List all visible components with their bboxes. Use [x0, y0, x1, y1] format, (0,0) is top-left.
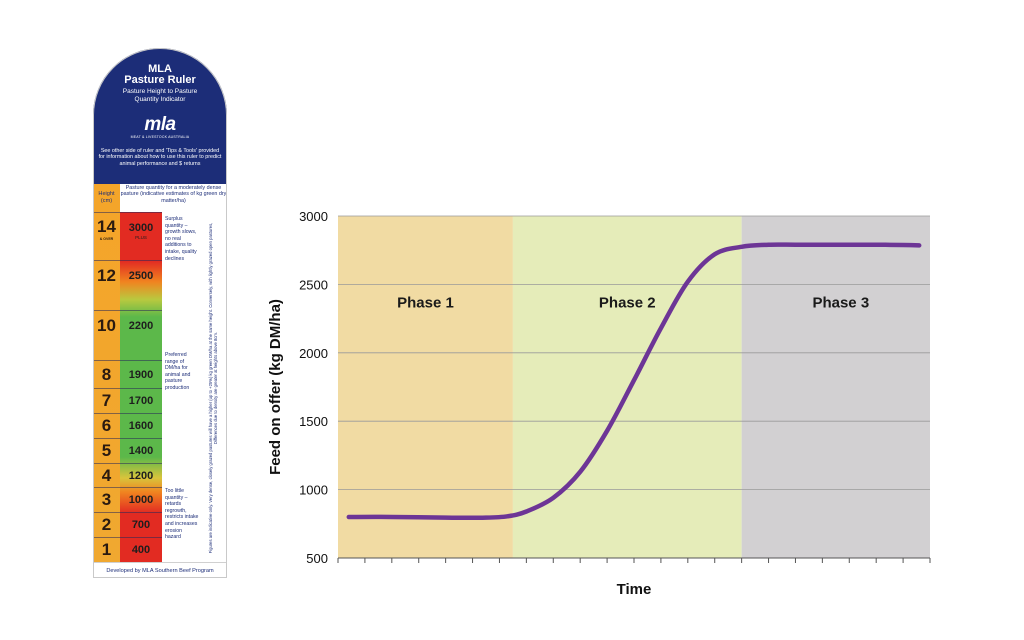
row-quantity-note: PLUS [135, 235, 147, 240]
ruler-row: 1 400 [93, 537, 162, 563]
row-quantity: 700 [131, 519, 151, 531]
y-tick-label: 1000 [299, 483, 328, 498]
row-quantity: 1700 [128, 395, 154, 407]
ruler-subtitle: Pasture Height to Pasture Quantity Indic… [122, 88, 198, 103]
y-tick-label: 1500 [299, 414, 328, 429]
row-quantity: 400 [131, 544, 151, 556]
y-axis-title: Feed on offer (kg DM/ha) [267, 299, 284, 475]
ruler-title-line2: Pasture Ruler [124, 74, 196, 86]
row-height: 7 [101, 391, 112, 410]
quantity-column-header: Pasture quantity for a moderately dense … [120, 184, 227, 212]
ruler-column-headers: Height (cm) Pasture quantity for a moder… [93, 184, 227, 212]
ruler-instructions: See other side of ruler and 'Tips & Tool… [98, 148, 222, 167]
ruler-title-line1: MLA [148, 63, 172, 75]
mla-logo: mla [144, 114, 176, 135]
ruler-footer: Developed by MLA Southern Beef Program [93, 562, 227, 579]
pasture-ruler: MLA Pasture Ruler Pasture Height to Past… [93, 48, 227, 579]
y-tick-label: 500 [306, 551, 328, 566]
series-line-1 [346, 242, 922, 521]
y-tick-label: 2000 [299, 346, 328, 361]
row-quantity: 1000 [128, 494, 154, 506]
y-tick-label: 3000 [299, 209, 328, 224]
mla-logo-subtext: MEAT & LIVESTOCK AUSTRALIA [130, 135, 190, 139]
ruler-row: 10 2200 [93, 310, 162, 361]
ruler-row: 6 1600 [93, 413, 162, 439]
ruler-row: 12 2500 [93, 260, 162, 311]
x-axis-title: Time [617, 581, 652, 598]
row-height: 2 [101, 515, 112, 534]
row-height: 8 [101, 365, 112, 384]
row-height: 10 [97, 316, 116, 335]
surplus-description: Surplus quantity – growth slows, no real… [165, 216, 197, 262]
quantity-column [120, 212, 162, 562]
ruler-row: 3 1000 [93, 487, 162, 513]
row-quantity: 3000 [128, 222, 154, 234]
row-height: 5 [101, 441, 112, 460]
too-little-description: Too little quantity – retards regrowth, … [165, 488, 199, 541]
row-quantity: 2500 [128, 270, 154, 282]
height-column [93, 212, 120, 562]
row-quantity: 1600 [128, 420, 154, 432]
ruler-row: 7 1700 [93, 388, 162, 414]
row-height: 3 [101, 490, 112, 509]
row-height: 6 [101, 416, 112, 435]
row-height: 14 [97, 217, 116, 236]
row-height: 12 [97, 266, 116, 285]
ruler-row: 4 1200 [93, 463, 162, 488]
row-height: 1 [101, 540, 112, 559]
ruler-scale: 14 & OVER 3000 PLUS 12 2500 10 2200 8 19… [93, 212, 227, 562]
phase-label-3: Phase 3 [812, 295, 869, 312]
row-quantity: 1200 [128, 470, 154, 482]
y-tick-label: 2500 [299, 277, 328, 292]
height-column-header: Height (cm) [93, 184, 120, 212]
phase-band-2 [512, 216, 742, 558]
ruler-header: MLA Pasture Ruler Pasture Height to Past… [93, 48, 227, 184]
row-quantity: 1400 [128, 445, 154, 457]
phase-band-1 [338, 216, 513, 558]
ruler-row: 2 700 [93, 512, 162, 538]
row-height: 4 [101, 466, 112, 485]
row-height-note: & OVER [99, 237, 114, 241]
ruler-row: 14 & OVER 3000 PLUS [93, 212, 162, 261]
row-quantity: 2200 [128, 320, 154, 332]
ruler-row: 8 1900 [93, 360, 162, 389]
phase-label-1: Phase 1 [397, 295, 454, 312]
phase-label-2: Phase 2 [599, 295, 656, 312]
preferred-description: Preferred range of DM/ha for animal and … [165, 352, 191, 391]
phase-band-3 [741, 216, 930, 558]
ruler-row: 5 1400 [93, 438, 162, 464]
row-quantity: 1900 [128, 369, 154, 381]
